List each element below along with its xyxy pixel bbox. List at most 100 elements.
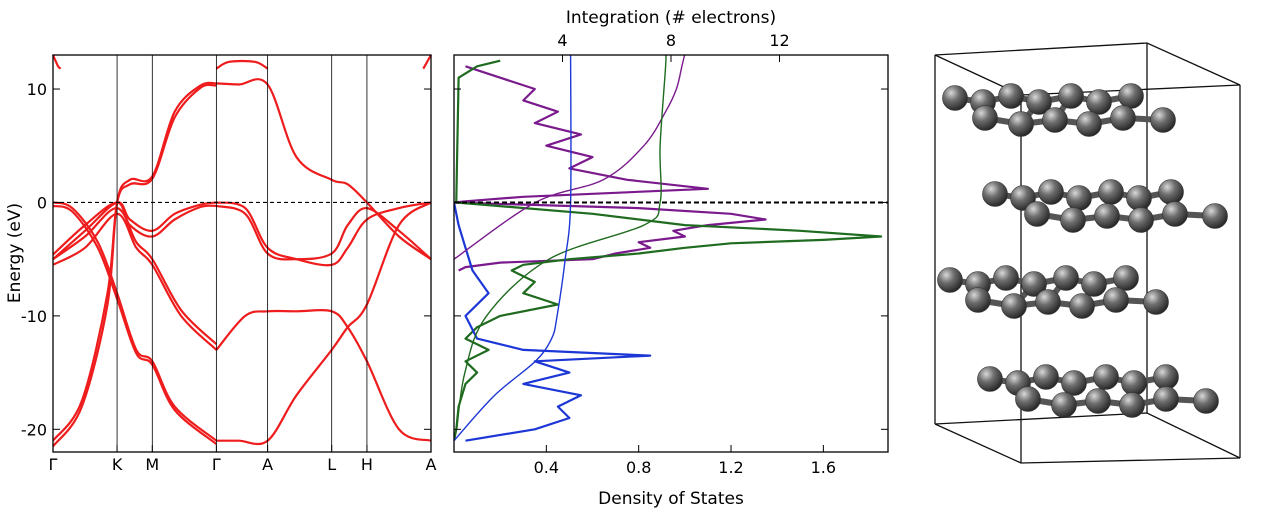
dos-y-ticks [454, 88, 888, 430]
graphite-layer [937, 265, 1169, 319]
carbon-atom [1026, 89, 1052, 115]
band-plot-frame [52, 54, 432, 453]
carbon-atom [1121, 370, 1147, 396]
carbon-atom [1153, 364, 1179, 390]
dos-curve-3 [454, 202, 652, 442]
carbon-atom [1202, 203, 1228, 229]
dos-curve-1 [454, 65, 767, 272]
integration-x-ticks: 4 8 12 [557, 31, 790, 62]
band-line-3 [52, 201, 217, 261]
band-y-tick-label: 0 [37, 193, 47, 212]
carbon-atom [1110, 105, 1136, 131]
band-line-8 [52, 207, 218, 346]
carbon-atom [998, 83, 1024, 109]
carbon-atom [1193, 388, 1219, 414]
band-line-14 [51, 54, 62, 70]
integration-axis-label: Integration (# electrons) [566, 8, 776, 28]
carbon-atom [1128, 207, 1154, 233]
carbon-atom [1033, 364, 1059, 390]
band-y-tick-label: -10 [21, 307, 47, 326]
carbon-atom [1069, 293, 1095, 319]
integration-x-tick-label: 12 [769, 31, 789, 50]
band-line-15 [215, 59, 269, 70]
dos-x-tick-label: 1.2 [718, 458, 743, 477]
graphite-layer [977, 364, 1219, 418]
carbon-atom [1058, 83, 1084, 109]
dos-x-ticks: 0.4 0.8 1.2 1.6 [534, 445, 836, 477]
band-line-4 [52, 201, 217, 256]
k-point-label: Γ [212, 455, 221, 474]
carbon-atom [1001, 293, 1027, 319]
carbon-atom [1093, 364, 1119, 390]
integration-x-tick-label: 8 [666, 31, 676, 50]
band-line-5 [52, 201, 218, 442]
dos-curves [454, 55, 883, 442]
dos-panel: 0.4 0.8 1.2 1.6 4 8 12 Density of States Inte… [453, 8, 889, 509]
high-symmetry-lines [116, 55, 368, 452]
cell-top-face [934, 42, 1241, 96]
carbon-atom [1015, 386, 1041, 412]
k-point-label: A [426, 455, 437, 474]
k-point-label: K [112, 455, 123, 474]
carbon-atom [1051, 392, 1077, 418]
dos-x-tick-label: 1.6 [811, 458, 836, 477]
carbon-atom [1113, 265, 1139, 291]
carbon-atom [1150, 107, 1176, 133]
band-line-2 [52, 83, 217, 442]
carbon-atom [1158, 179, 1184, 205]
band-lines [51, 54, 432, 447]
dos-curve-2 [454, 59, 883, 441]
carbon-atom [1143, 289, 1169, 315]
carbon-atom [1008, 111, 1034, 137]
graphite-layer [982, 179, 1228, 233]
carbon-atom [1094, 203, 1120, 229]
carbon-atom [965, 287, 991, 313]
k-point-label: M [145, 455, 159, 474]
carbon-atom [1076, 111, 1102, 137]
carbon-atom [972, 105, 998, 131]
band-y-ticks: 10 0 -10 -20 [21, 80, 431, 439]
band-line-7 [52, 212, 218, 351]
band-y-tick-label: -20 [21, 420, 47, 439]
integration-x-tick-label: 4 [557, 31, 567, 50]
carbon-atom [1153, 386, 1179, 412]
band-y-tick-label: 10 [27, 80, 47, 99]
integration-curve-5 [456, 55, 667, 430]
dos-x-axis-label: Density of States [598, 489, 744, 509]
cell-bottom-edge [934, 423, 1241, 464]
band-structure-panel: 10 0 -10 -20 Γ K M Γ A L H A Energy (eV) [5, 54, 437, 474]
carbon-atom [1024, 201, 1050, 227]
carbon-atom [937, 267, 963, 293]
carbon-atom [1098, 179, 1124, 205]
band-line-10 [216, 201, 432, 446]
carbon-atom [977, 366, 1003, 392]
carbon-atom [1066, 185, 1092, 211]
carbon-atom [1042, 107, 1068, 133]
carbon-atom [1126, 185, 1152, 211]
k-point-label: L [327, 455, 336, 474]
integration-curve-6 [454, 55, 572, 442]
carbon-atom [1038, 179, 1064, 205]
carbon-atom [1162, 201, 1188, 227]
carbon-atom [1061, 370, 1087, 396]
band-line-9 [216, 78, 432, 261]
carbon-atom [982, 181, 1008, 207]
band-line-6 [52, 204, 218, 445]
carbon-atom [1060, 207, 1086, 233]
band-y-axis-label: Energy (eV) [5, 203, 25, 303]
k-point-label: Γ [49, 455, 58, 474]
graphite-layer [942, 83, 1176, 137]
dos-x-tick-label: 0.4 [534, 458, 559, 477]
carbon-layers [937, 83, 1228, 418]
carbon-atom [1086, 89, 1112, 115]
carbon-atom [1103, 287, 1129, 313]
carbon-atom [1035, 289, 1061, 315]
band-line-1 [52, 81, 217, 447]
carbon-atom [993, 265, 1019, 291]
carbon-atom [1119, 392, 1145, 418]
k-point-label: H [361, 455, 373, 474]
k-point-label: A [262, 455, 273, 474]
dos-plot-frame [453, 54, 889, 453]
